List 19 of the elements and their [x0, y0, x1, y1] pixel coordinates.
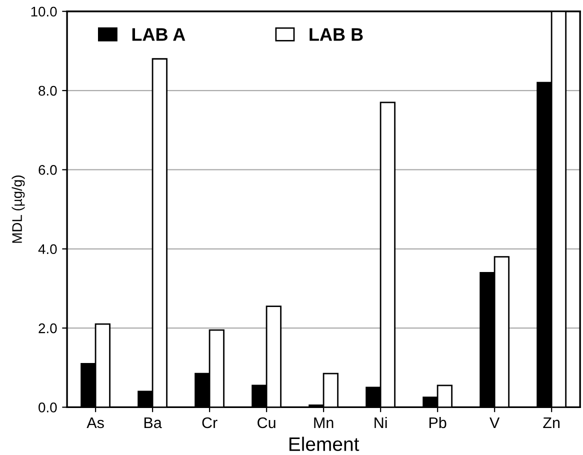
y-tick-label: 0.0 — [38, 402, 57, 412]
y-axis-title: MDL (µg/g) — [12, 176, 25, 243]
x-tick-label: V — [490, 418, 500, 428]
x-tick-label: Pb — [429, 416, 446, 428]
x-axis-title: Element — [289, 436, 360, 452]
x-tick-label: Cr — [202, 417, 218, 428]
legend-label: LAB B — [310, 28, 363, 41]
y-tick-label: 4.0 — [38, 244, 57, 254]
x-tick-label: Cu — [258, 417, 276, 428]
y-tick-label: 2.0 — [38, 323, 57, 334]
x-tick-label: Mn — [314, 418, 334, 428]
y-tick-label: 8.0 — [38, 86, 57, 96]
x-tick-label: As — [86, 418, 104, 428]
y-tick-label: 10.0 — [31, 6, 57, 17]
x-tick-label: Ba — [144, 418, 162, 428]
legend-label: LAB A — [132, 28, 186, 41]
x-tick-label: Ni — [374, 416, 387, 428]
x-tick-label: Zn — [543, 418, 560, 428]
y-tick-label: 6.0 — [38, 165, 57, 175]
